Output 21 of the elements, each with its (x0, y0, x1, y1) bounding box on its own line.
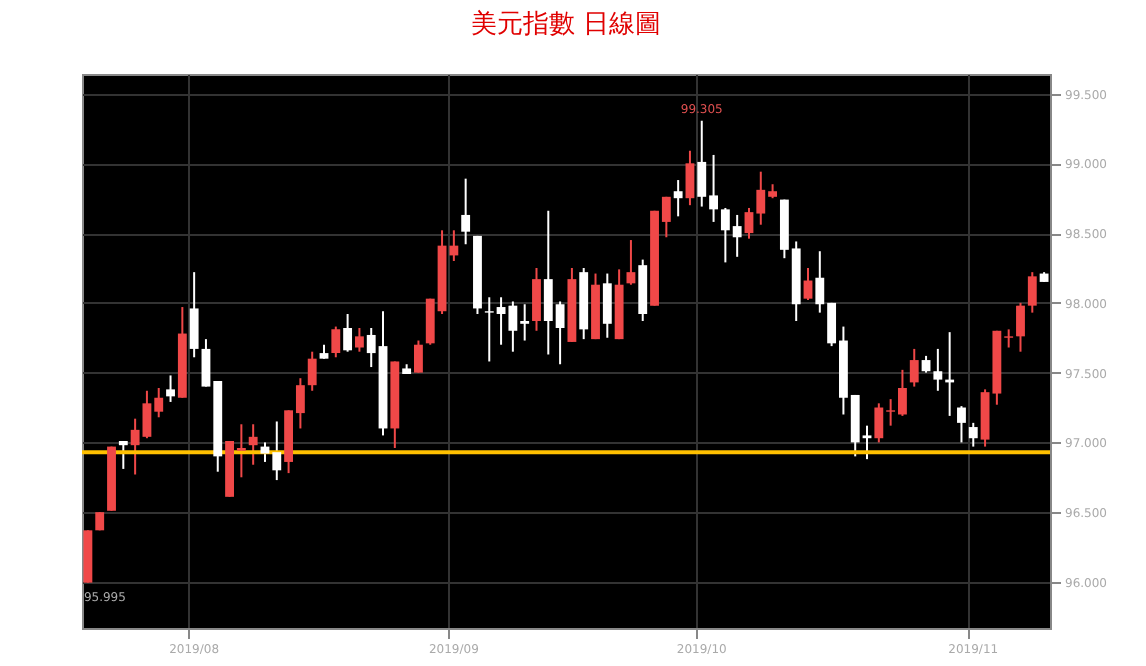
candlestick (1027, 271, 1037, 314)
candlestick (343, 313, 353, 353)
candlestick (307, 350, 317, 392)
candlestick (118, 440, 128, 470)
candlestick (957, 405, 966, 444)
candlestick (909, 347, 919, 388)
candlestick (532, 266, 541, 332)
candlestick (602, 272, 612, 339)
candlestick (166, 374, 175, 403)
candlestick (1016, 301, 1025, 353)
candlestick (968, 421, 978, 448)
candlestick (673, 179, 683, 218)
candlestick (933, 347, 943, 392)
candlestick (248, 423, 258, 466)
candlestick (461, 177, 471, 246)
candlestick (189, 271, 199, 359)
chart-title: 美元指數 日線圖 (470, 8, 662, 40)
candlestick (685, 149, 695, 207)
candlestick (331, 325, 341, 359)
candlestick (414, 339, 423, 374)
candlestick (354, 326, 364, 353)
